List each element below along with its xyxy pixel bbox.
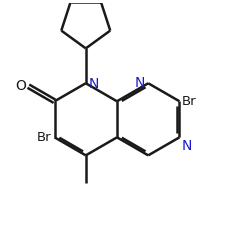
Text: N: N	[135, 76, 146, 90]
Text: N: N	[182, 138, 192, 153]
Text: Br: Br	[37, 131, 52, 144]
Text: N: N	[89, 77, 99, 91]
Text: O: O	[15, 79, 26, 93]
Text: Br: Br	[182, 95, 197, 108]
